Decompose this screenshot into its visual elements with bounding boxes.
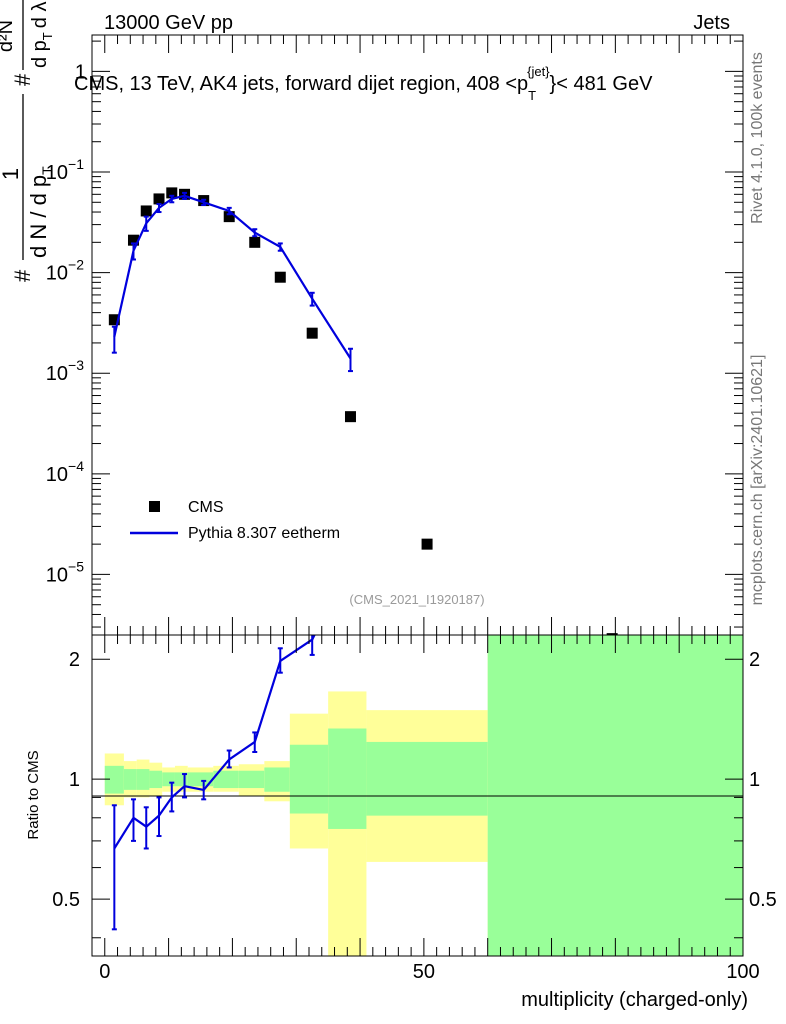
- cms-data-point: [153, 193, 165, 205]
- x-tick-labels: 0 50 100: [99, 961, 759, 983]
- ratio-frame: [91, 634, 744, 957]
- ratio-y-tick-label: 0.5: [52, 889, 80, 911]
- main-y-tick-label: 10−1: [46, 156, 84, 184]
- mc-line: [113, 194, 352, 360]
- ylabel-one: 1: [0, 168, 23, 180]
- cms-data-point: [249, 236, 261, 248]
- main-y-tick-label: 10−4: [46, 458, 84, 486]
- ratio-y-tick-labels: 2 2 1 1 0.5 0.5: [52, 649, 777, 911]
- header-category-label: Jets: [693, 12, 730, 34]
- header-energy-label: 13000 GeV pp: [104, 12, 233, 34]
- ratio-band-stat: [238, 770, 265, 789]
- ratio-band-stat: [328, 728, 367, 829]
- main-y-tick-label: 10−5: [46, 558, 84, 586]
- ratio-band-stat: [366, 741, 488, 816]
- analysis-id-watermark: (CMS_2021_I1920187): [349, 592, 484, 607]
- rivet-version-label: Rivet 4.1.0, 100k events: [749, 52, 766, 224]
- ratio-band-stat: [149, 770, 163, 789]
- main-y-tick-label: 10−2: [46, 257, 84, 285]
- cms-data-point: [274, 271, 286, 283]
- ratio-y-tick-label-right: 1: [749, 769, 760, 791]
- main-y-tick-label: 10−3: [46, 357, 84, 385]
- ratio-y-tick-label: 1: [69, 769, 80, 791]
- main-y-tick-labels: 1 10−1 10−2 10−3 10−4 10−5: [46, 61, 86, 586]
- main-title: CMS, 13 TeV, AK4 jets, forward dijet reg…: [74, 64, 653, 103]
- legend-cms-marker: [149, 501, 160, 512]
- ratio-band-stat: [264, 767, 290, 792]
- cms-data-point: [306, 327, 318, 339]
- ratio-band-stat: [213, 770, 239, 789]
- main-ticks: [92, 35, 744, 635]
- title-post: }< 481 GeV: [550, 73, 654, 95]
- main-markers: [108, 187, 618, 645]
- main-panel: 1 10−1 10−2 10−3 10−4 10−5 CMS, 13 TeV, AK4 j…: [0, 0, 744, 645]
- cms-data-point: [140, 205, 152, 217]
- cms-data-point: [223, 211, 235, 223]
- ratio-band-stat: [123, 769, 137, 790]
- legend-pythia-label: Pythia 8.307 eetherm: [188, 525, 340, 542]
- cms-data-point: [166, 187, 178, 199]
- ratio-y-tick-label-right: 2: [749, 649, 760, 671]
- ratio-y-tick-label-right: 0.5: [749, 889, 777, 911]
- ratio-line: [113, 635, 316, 850]
- title-pre: CMS, 13 TeV, AK4 jets, forward dijet reg…: [74, 73, 528, 95]
- cms-data-point: [421, 538, 433, 550]
- cms-data-point: [344, 411, 356, 423]
- ylabel-hash-2: #: [10, 73, 35, 86]
- ylabel-dn-dpt: d N / d pT: [26, 166, 55, 258]
- ratio-markers: [111, 635, 316, 931]
- cms-data-point: [127, 234, 139, 246]
- legend: CMS Pythia 8.307 eetherm: [130, 499, 340, 542]
- main-y-axis-label: # 1 d N / d pT # d²N d pTd λ: [0, 0, 55, 282]
- ylabel-hash: #: [10, 269, 35, 282]
- ylabel-denominator: d pTd λ: [29, 2, 55, 68]
- ratio-y-axis-label: Ratio to CMS: [25, 750, 42, 839]
- cms-data-point: [108, 314, 120, 326]
- x-axis-label: multiplicity (charged-only): [521, 989, 748, 1011]
- mcplots-source-label: mcplots.cern.ch [arXiv:2401.10621]: [749, 355, 766, 606]
- title-sub: T: [528, 88, 536, 103]
- main-y-tick-label: 1: [75, 61, 86, 83]
- ratio-band-stat: [289, 744, 329, 814]
- ratio-y-tick-label: 2: [69, 649, 80, 671]
- ratio-band-stat: [162, 772, 175, 787]
- main-frame: [91, 34, 744, 636]
- ratio-ticks: [92, 635, 744, 956]
- ratio-band-stat: [136, 769, 150, 790]
- x-tick-label: 0: [99, 961, 110, 983]
- ratio-band-stat: [104, 765, 124, 794]
- x-tick-label: 100: [726, 961, 759, 983]
- x-tick-label: 50: [413, 961, 435, 983]
- ratio-panel: 2 2 1 1 0.5 0.5 0 50 100 Ratio to CMS multiplic…: [25, 634, 777, 1011]
- ylabel-numerator: d²N: [0, 20, 17, 52]
- legend-cms-label: CMS: [188, 499, 224, 516]
- ratio-band-stat: [187, 772, 214, 787]
- title-sup: {jet}: [527, 64, 550, 79]
